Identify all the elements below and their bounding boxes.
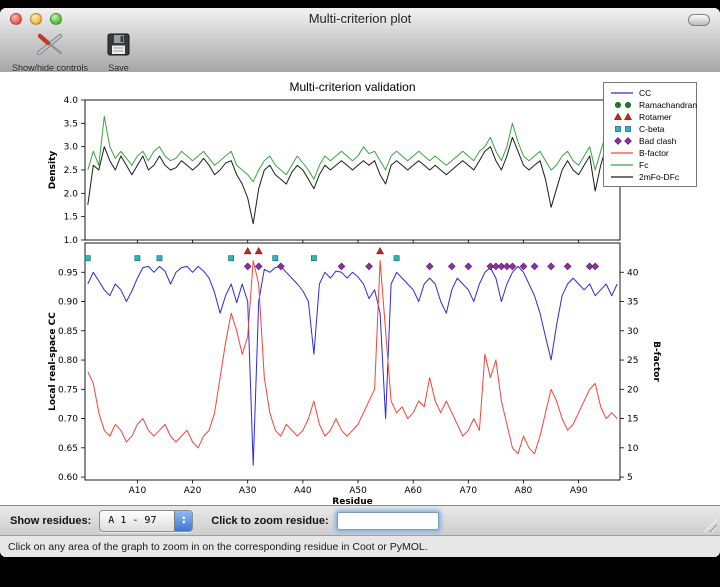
svg-text:15: 15 bbox=[627, 415, 638, 425]
status-text: Click on any area of the graph to zoom i… bbox=[8, 540, 428, 553]
svg-text:1.5: 1.5 bbox=[64, 213, 78, 223]
toolbar-toggle-pill[interactable] bbox=[688, 14, 710, 26]
floppy-disk-icon bbox=[106, 32, 131, 62]
legend-entry: B-factor bbox=[609, 147, 692, 159]
legend-triangle-icon bbox=[614, 112, 632, 120]
svg-text:A30: A30 bbox=[239, 486, 257, 496]
svg-text:A60: A60 bbox=[404, 486, 422, 496]
svg-text:A50: A50 bbox=[349, 486, 367, 496]
window-header: Multi-criterion plot Show/hide controls bbox=[0, 8, 720, 73]
svg-text:A90: A90 bbox=[570, 486, 588, 496]
close-button[interactable] bbox=[10, 13, 22, 25]
legend-line-icon bbox=[611, 92, 633, 94]
minimize-button[interactable] bbox=[30, 13, 42, 25]
plot-area: 1.0 1.5 2.0 2.5 3.0 3.5 4.0 Density 0.60 0.65 0.70… bbox=[0, 72, 720, 505]
svg-text:0.95: 0.95 bbox=[58, 268, 78, 278]
zoom-residue-input[interactable] bbox=[336, 511, 439, 530]
legend-circle-icon bbox=[615, 101, 631, 109]
legend-label: 2mFo-DFc bbox=[639, 172, 680, 182]
svg-text:1.0: 1.0 bbox=[64, 236, 79, 246]
svg-text:0.90: 0.90 bbox=[58, 298, 78, 308]
svg-text:3.0: 3.0 bbox=[64, 143, 79, 153]
svg-text:3.5: 3.5 bbox=[64, 119, 78, 129]
legend-diamond-icon bbox=[614, 137, 632, 145]
legend-entry: C-beta bbox=[609, 123, 692, 135]
show-hide-controls-button[interactable]: Show/hide controls bbox=[12, 30, 88, 73]
legend-entry: CC bbox=[609, 87, 692, 99]
svg-text:A80: A80 bbox=[515, 486, 533, 496]
plot-legend: CC Ramachandran Rotamer C-beta Bad clash B-fa… bbox=[603, 82, 697, 187]
svg-text:25: 25 bbox=[627, 356, 638, 366]
show-residues-select[interactable]: A 1 - 97 ▲ ▼ bbox=[99, 509, 194, 532]
app-window: Multi-criterion plot Show/hide controls bbox=[0, 8, 720, 557]
resize-grip[interactable] bbox=[704, 519, 717, 532]
svg-text:B-factor: B-factor bbox=[651, 341, 661, 382]
status-bar: Click on any area of the graph to zoom i… bbox=[0, 535, 720, 557]
legend-label: Fc bbox=[639, 160, 649, 170]
multi-criterion-plot-canvas[interactable]: 1.0 1.5 2.0 2.5 3.0 3.5 4.0 Density 0.60 0.65 0.70… bbox=[0, 72, 720, 505]
legend-line-icon bbox=[611, 176, 633, 178]
svg-text:A70: A70 bbox=[460, 486, 478, 496]
svg-text:35: 35 bbox=[627, 298, 638, 308]
svg-text:0.60: 0.60 bbox=[58, 473, 78, 483]
svg-text:A40: A40 bbox=[294, 486, 312, 496]
legend-label: Ramachandran bbox=[639, 100, 698, 110]
svg-text:0.85: 0.85 bbox=[58, 327, 78, 337]
svg-text:30: 30 bbox=[627, 327, 639, 337]
svg-text:0.70: 0.70 bbox=[58, 415, 78, 425]
toolbar: Show/hide controls Save bbox=[0, 30, 720, 73]
legend-entry: Fc bbox=[609, 159, 692, 171]
traffic-lights bbox=[10, 13, 62, 25]
legend-entry: Ramachandran bbox=[609, 99, 697, 111]
controls-bar: Show residues: A 1 - 97 ▲ ▼ Click to zoom… bbox=[0, 505, 720, 535]
legend-square-icon bbox=[615, 126, 631, 132]
titlebar[interactable]: Multi-criterion plot bbox=[0, 8, 720, 30]
stepper-arrows-icon: ▲ ▼ bbox=[174, 510, 193, 531]
svg-text:Density: Density bbox=[48, 151, 58, 190]
svg-text:10: 10 bbox=[627, 444, 639, 454]
svg-text:0.65: 0.65 bbox=[58, 444, 78, 454]
svg-text:2.5: 2.5 bbox=[64, 166, 78, 176]
svg-text:A20: A20 bbox=[184, 486, 202, 496]
save-label: Save bbox=[108, 63, 129, 73]
svg-text:0.80: 0.80 bbox=[58, 356, 78, 366]
svg-text:Residue: Residue bbox=[332, 497, 372, 505]
svg-text:5: 5 bbox=[627, 473, 633, 483]
legend-line-icon bbox=[611, 152, 633, 154]
legend-entry: Bad clash bbox=[609, 135, 692, 147]
svg-text:Local real-space CC: Local real-space CC bbox=[48, 312, 58, 411]
svg-text:0.75: 0.75 bbox=[58, 385, 78, 395]
svg-text:4.0: 4.0 bbox=[64, 96, 79, 106]
svg-text:20: 20 bbox=[627, 385, 639, 395]
save-button[interactable]: Save bbox=[106, 30, 131, 73]
figure-title: Multi-criterion validation bbox=[289, 80, 416, 94]
show-hide-controls-label: Show/hide controls bbox=[12, 63, 89, 73]
zoom-residue-label: Click to zoom residue: bbox=[211, 514, 329, 527]
crossed-tools-icon bbox=[35, 32, 65, 62]
legend-label: CC bbox=[639, 88, 652, 98]
svg-text:2.0: 2.0 bbox=[64, 189, 79, 199]
legend-line-icon bbox=[611, 164, 633, 166]
zoom-button[interactable] bbox=[50, 13, 62, 25]
svg-text:A10: A10 bbox=[129, 486, 147, 496]
legend-label: B-factor bbox=[639, 148, 669, 158]
window-title: Multi-criterion plot bbox=[308, 11, 412, 26]
legend-entry: Rotamer bbox=[609, 111, 692, 123]
legend-label: Bad clash bbox=[639, 136, 677, 146]
svg-text:40: 40 bbox=[627, 268, 639, 278]
show-residues-value: A 1 - 97 bbox=[108, 514, 157, 526]
legend-entry: 2mFo-DFc bbox=[609, 171, 692, 183]
show-residues-label: Show residues: bbox=[10, 514, 92, 527]
legend-label: C-beta bbox=[639, 124, 665, 134]
legend-label: Rotamer bbox=[639, 112, 672, 122]
